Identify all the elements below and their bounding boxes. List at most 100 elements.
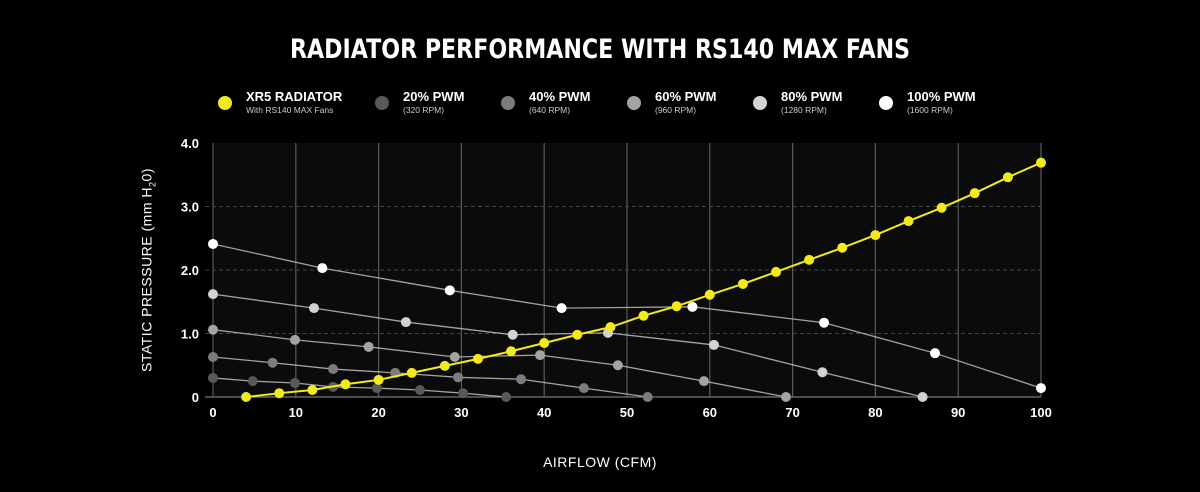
legend-item: 40% PWM (640 RPM) (501, 90, 627, 116)
data-point (903, 216, 914, 227)
x-tick-label: 90 (951, 405, 965, 420)
legend-sublabel: With RS140 MAX Fans (246, 105, 334, 115)
data-point (917, 392, 928, 402)
data-point (373, 374, 384, 385)
y-tick-label: 4.0 (181, 136, 199, 151)
data-point (449, 351, 460, 362)
data-point (307, 385, 318, 396)
data-point (241, 392, 252, 402)
x-tick-label: 60 (703, 405, 717, 420)
legend-label: 100% PWM (907, 89, 976, 104)
y-tick-label: 0 (192, 390, 199, 405)
legend-swatch (501, 96, 515, 110)
data-point (516, 374, 527, 385)
x-tick-label: 70 (785, 405, 799, 420)
legend-swatch (879, 96, 893, 110)
data-point (400, 317, 411, 328)
data-point (501, 392, 512, 402)
x-tick-label: 80 (868, 405, 882, 420)
series-line (212, 377, 507, 398)
data-point (708, 339, 719, 350)
legend-sublabel: (320 RPM) (403, 105, 445, 115)
data-point (208, 324, 218, 335)
data-point (804, 254, 815, 265)
data-point (328, 364, 339, 375)
x-axis-label: AIRFLOW (CFM) (543, 454, 657, 470)
data-point (638, 310, 649, 321)
x-tick-label: 30 (454, 405, 468, 420)
data-point (642, 392, 653, 402)
legend-label: 80% PWM (781, 89, 843, 104)
x-tick-label: 100 (1030, 405, 1052, 420)
data-point (704, 289, 715, 300)
data-point (406, 367, 417, 378)
legend-swatch (627, 96, 641, 110)
data-point (780, 392, 791, 402)
data-point (817, 367, 828, 378)
legend-sublabel: (1280 RPM) (781, 105, 827, 115)
data-point (247, 376, 258, 387)
legend-item: 20% PWM (320 RPM) (375, 90, 501, 116)
data-point (819, 317, 830, 328)
x-tick-label: 50 (620, 405, 634, 420)
y-axis-label-sub: 2 (147, 181, 158, 187)
x-tick-label: 10 (289, 405, 303, 420)
data-point (208, 238, 218, 249)
data-point (472, 353, 483, 364)
data-point (771, 266, 782, 277)
data-point (274, 388, 285, 399)
data-point (208, 289, 218, 300)
data-point (936, 202, 947, 213)
data-point (506, 346, 517, 357)
data-point (1036, 383, 1046, 394)
x-tick-label: 40 (537, 405, 551, 420)
data-point (572, 329, 583, 340)
y-axis-label-end: 0) (138, 168, 155, 182)
data-point (340, 379, 351, 390)
data-point (415, 385, 425, 396)
data-point (612, 360, 623, 371)
legend-sublabel: (960 RPM) (655, 105, 697, 115)
y-axis-label: STATIC PRESSURE (mm H20) (139, 168, 158, 372)
data-point (687, 301, 698, 312)
data-point (535, 350, 546, 361)
legend-item: 80% PWM (1280 RPM) (753, 90, 879, 116)
data-point (363, 341, 374, 352)
data-point (507, 329, 518, 340)
y-axis-label-main: STATIC PRESSURE (mm H (138, 186, 155, 372)
data-point (539, 338, 550, 349)
legend-sublabel: (1600 RPM) (907, 105, 953, 115)
legend-swatch (218, 96, 232, 110)
data-point (208, 351, 218, 362)
series-line (212, 329, 787, 398)
data-point (453, 372, 464, 383)
legend-swatch (375, 96, 389, 110)
data-point (837, 242, 848, 253)
y-tick-label: 3.0 (181, 200, 199, 215)
data-point (444, 285, 455, 296)
data-point (371, 383, 382, 394)
legend-label: XR5 RADIATOR (246, 89, 343, 104)
data-point (969, 188, 980, 199)
legend-sublabel: (640 RPM) (529, 105, 571, 115)
x-tick-label: 20 (371, 405, 385, 420)
data-point (289, 378, 300, 389)
y-tick-label: 1.0 (181, 327, 199, 342)
data-point (605, 322, 616, 333)
legend-label: 60% PWM (655, 89, 717, 104)
data-point (671, 301, 682, 312)
data-point (458, 388, 469, 399)
data-point (1002, 172, 1013, 183)
data-point (699, 376, 710, 387)
data-point (267, 357, 278, 368)
data-point (870, 230, 881, 241)
legend-item: XR5 RADIATOR With RS140 MAX Fans (218, 90, 375, 116)
legend-swatch (753, 96, 767, 110)
data-point (578, 383, 589, 394)
chart-title: RADIATOR PERFORMANCE WITH RS140 MAX FANS (289, 34, 911, 65)
data-point (737, 278, 748, 289)
data-point (1036, 157, 1046, 168)
series-line (212, 243, 1042, 389)
legend-item: 60% PWM (960 RPM) (627, 90, 753, 116)
